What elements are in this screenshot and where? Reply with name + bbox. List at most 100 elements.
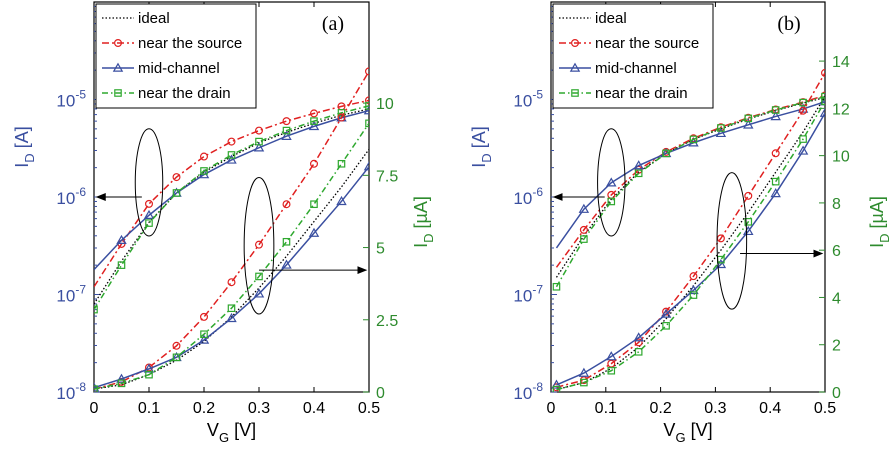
y-right-tick-label: 5 [376, 241, 385, 258]
data-point-source-right [310, 159, 319, 168]
data-point-source-left [579, 225, 588, 234]
y-left-tick-label: 10-8 [56, 380, 86, 403]
data-point-drain-left [799, 98, 807, 107]
series-line-source-left [555, 94, 825, 268]
data-point-source-left [145, 199, 154, 208]
annotation-ellipse [597, 128, 626, 237]
series-line-mid-right [556, 112, 825, 386]
data-point-drain-right [172, 353, 181, 362]
data-point-drain-right [94, 385, 98, 392]
series-line-drain-left [94, 105, 369, 310]
data-point-drain-right [821, 97, 825, 106]
data-point-drain-right [771, 177, 780, 186]
data-point-drain-left [94, 305, 98, 314]
data-point-drain-right [200, 330, 208, 339]
data-point-mid-right [253, 288, 265, 298]
y-right-tick-label: 2 [832, 338, 841, 355]
data-point-source-right [744, 191, 753, 200]
data-point-source-right [172, 341, 181, 350]
data-point-mid-left [116, 234, 127, 245]
legend: ideal near the source mid-channel near the … [552, 3, 714, 109]
data-point-source-right [771, 149, 780, 158]
legend-marker-mid [569, 62, 581, 72]
panel-label: (b) [777, 13, 800, 35]
legend-label-drain: near the drain [138, 85, 231, 102]
data-point-mid-right [116, 373, 127, 383]
series-line-drain-left [555, 95, 825, 288]
data-point-drain-left [227, 151, 236, 159]
data-point-drain-right [255, 272, 263, 281]
data-point-drain-left [821, 92, 825, 101]
data-point-drain-left [337, 109, 346, 117]
series-line-mid-right [94, 166, 369, 389]
legend-label-ideal: ideal [138, 10, 170, 27]
series-line-source-right [556, 72, 825, 388]
x-tick-label: 0 [90, 400, 99, 417]
y-right-tick-label: 14 [832, 54, 850, 71]
annotation-ellipse [716, 172, 748, 310]
data-point-mid-right [578, 367, 590, 377]
data-point-drain-left [172, 189, 181, 197]
data-point-drain-left [634, 169, 643, 178]
y-right-tick-label: 12 [832, 101, 850, 118]
y-right-tick-label: 4 [832, 290, 841, 307]
x-tick-label: 0.4 [303, 400, 325, 417]
series-line-mid-left [555, 100, 825, 249]
data-point-drain-right [744, 218, 753, 226]
x-axis-label: VG [V] [207, 420, 256, 445]
data-point-mid-left [308, 120, 320, 131]
data-point-drain-left [717, 124, 725, 132]
data-point-mid-right [551, 379, 562, 389]
data-point-mid-left [606, 177, 617, 187]
data-point-drain-right [799, 135, 807, 143]
x-tick-label: 0.2 [649, 400, 671, 417]
data-point-mid-left [143, 209, 155, 219]
data-point-drain-right [607, 366, 616, 375]
data-point-mid-right [226, 312, 237, 323]
data-point-drain-left [310, 117, 318, 125]
x-tick-label: 0.5 [358, 400, 380, 417]
data-point-mid-left [226, 154, 237, 164]
y-left-tick-label: 10-7 [513, 283, 543, 306]
legend-box [552, 3, 714, 109]
legend-label-mid: mid-channel [138, 60, 220, 77]
data-point-mid-left [770, 111, 781, 121]
legend: ideal near the source mid-channel near the … [95, 3, 257, 109]
data-point-mid-right [94, 382, 100, 392]
y-right-tick-label: 10 [832, 149, 850, 166]
data-point-mid-left [819, 96, 825, 106]
data-point-drain-left [282, 126, 291, 135]
legend-marker-source [113, 38, 122, 47]
data-point-mid-right [281, 259, 292, 269]
y-left-axis-label: ID [A] [12, 126, 37, 167]
legend-marker-drain [114, 89, 122, 97]
y-left-tick-label: 10-5 [513, 88, 543, 111]
chart-panel-b: 0 0.1 0.2 0.3 0.4 0.5 VG [V] 10-8 10-7 10-6 10-5 ID… [469, 1, 892, 445]
y-left-tick-label: 10-5 [56, 88, 86, 111]
chart-panel-a: 0 0.1 0.2 0.3 0.4 0.5 VG [V] 10-8 10-7 10-6 10-5 ID… [12, 1, 436, 445]
data-point-mid-right [308, 227, 320, 237]
x-axis-label: VG [V] [663, 420, 712, 445]
data-point-mid-left [715, 127, 727, 138]
y-right-tick-label: 8 [832, 196, 841, 213]
data-point-drain-left [689, 135, 698, 144]
data-point-drain-right [689, 291, 698, 299]
data-point-source-left [282, 117, 291, 126]
data-point-drain-left [552, 282, 561, 291]
data-point-source-right [365, 67, 369, 76]
data-point-drain-left [744, 114, 753, 123]
annotation-ellipse [243, 177, 275, 315]
x-tick-label: 0 [547, 400, 556, 417]
y-left-tick-label: 10-6 [56, 185, 86, 208]
data-point-source-right [282, 200, 291, 209]
legend-label-source: near the source [595, 35, 699, 52]
x-tick-label: 0.5 [814, 400, 836, 417]
plot-area [94, 67, 369, 392]
y-right-tick-label: 6 [832, 243, 841, 260]
legend-marker-source [570, 38, 579, 47]
data-point-source-right [255, 240, 264, 249]
x-tick-label: 0.2 [193, 400, 215, 417]
y-right-axis-label: ID [µA] [411, 196, 436, 248]
legend-label-mid: mid-channel [595, 60, 677, 77]
data-point-source-left [310, 109, 319, 118]
